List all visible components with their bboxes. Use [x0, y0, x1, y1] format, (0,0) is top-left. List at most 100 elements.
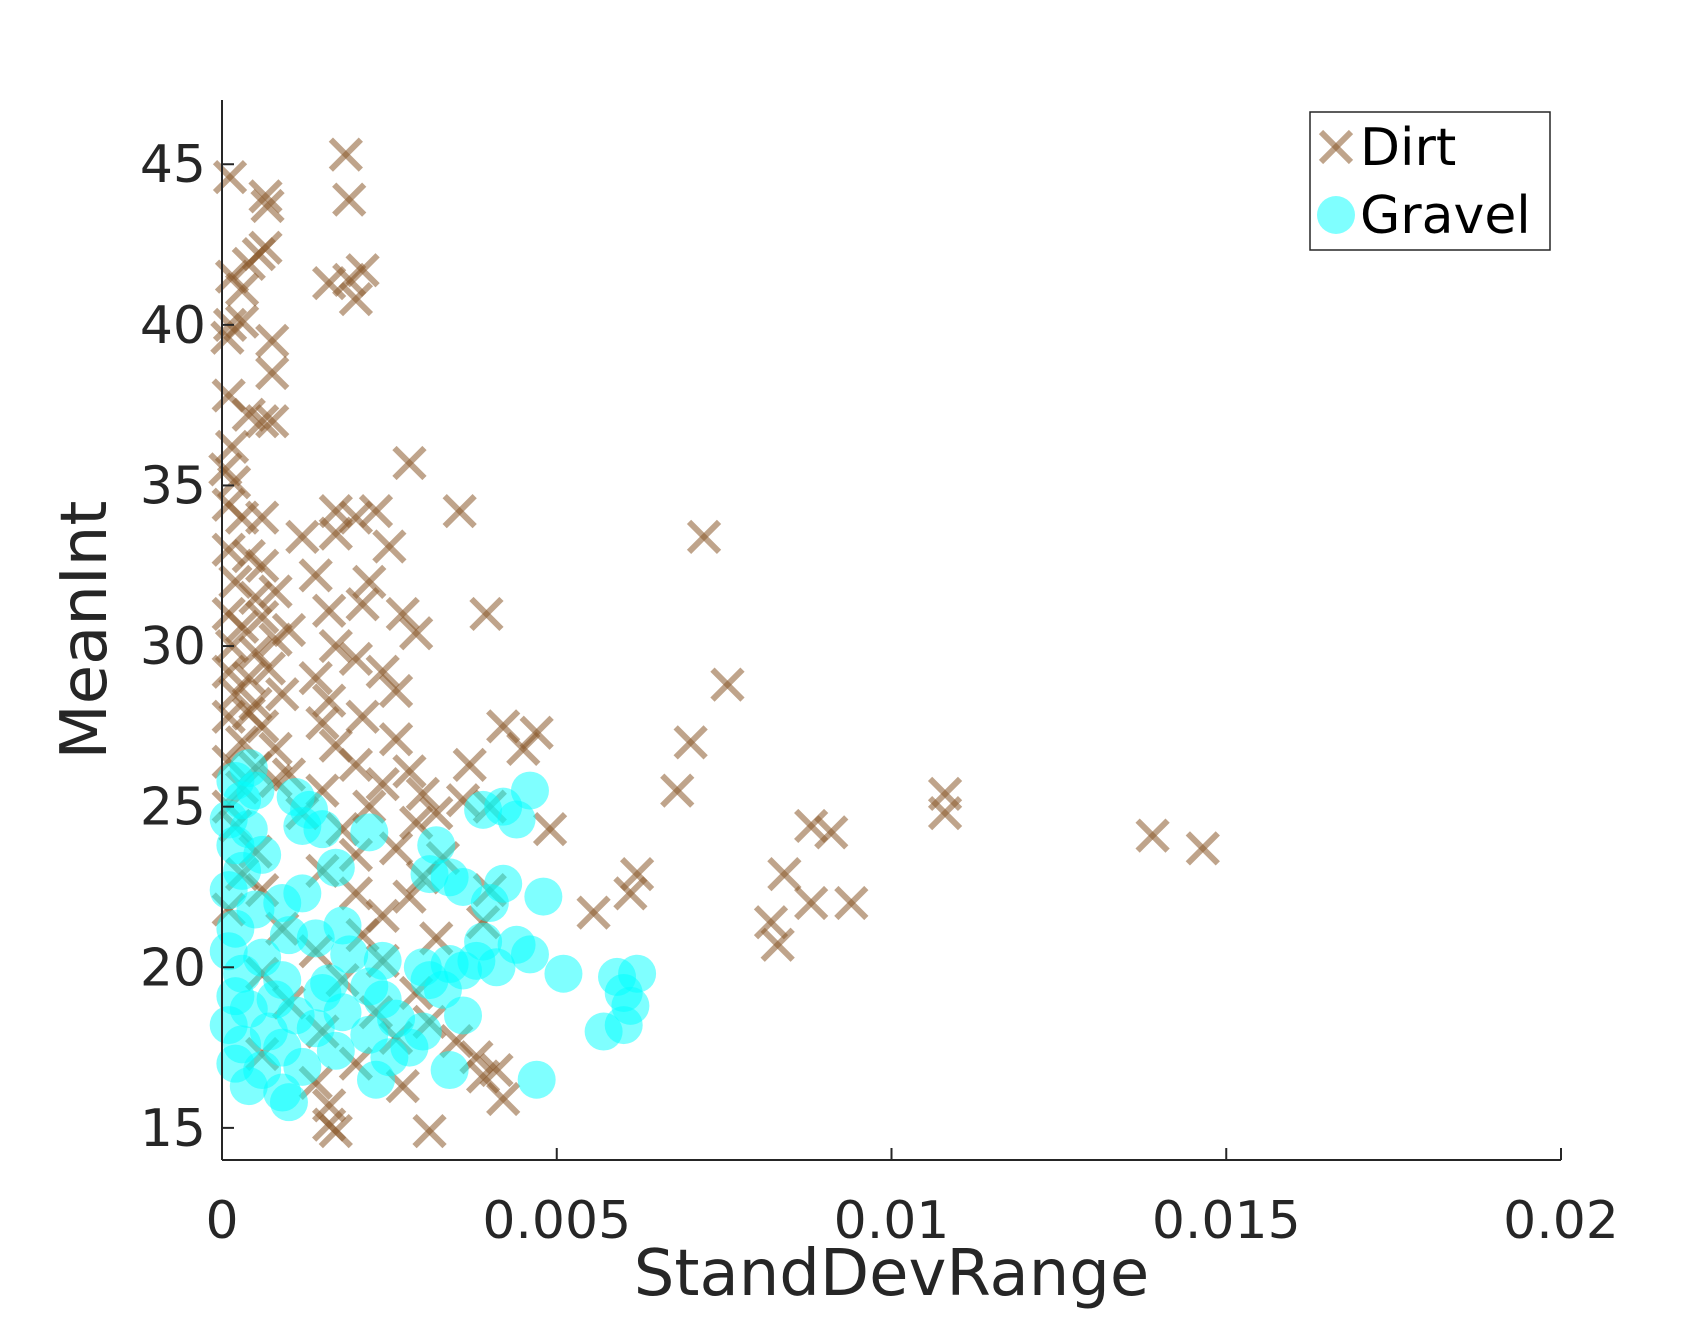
dirt-point [412, 1113, 447, 1149]
gravel-point [229, 1067, 268, 1106]
dirt-point [405, 776, 440, 811]
dirt-point [285, 519, 320, 554]
dirt-point [248, 179, 283, 214]
gravel-point [283, 1047, 322, 1086]
dirt-point [767, 856, 802, 892]
dirt-point [486, 1081, 521, 1117]
gravel-point [544, 954, 583, 993]
x-tick-label: 0.01 [834, 1191, 950, 1251]
dirt-point [212, 159, 248, 195]
dirt-point [452, 747, 487, 783]
x-tick-label: 0.015 [1152, 1191, 1301, 1251]
dirt-point [1135, 818, 1170, 853]
dirt-point [673, 725, 708, 760]
dirt-point [479, 1052, 514, 1088]
dirt-point [305, 706, 340, 741]
y-tick-label: 30 [140, 617, 206, 677]
data-layer [208, 137, 1220, 1149]
y-tick-label: 15 [140, 1099, 206, 1159]
gravel-point [470, 884, 509, 923]
dirt-point [245, 600, 280, 635]
dirt-point [332, 182, 367, 217]
dirt-point [224, 609, 260, 644]
dirt-point [419, 795, 454, 831]
dirt-point [238, 580, 273, 616]
dirt-point [338, 641, 374, 677]
y-tick-label: 20 [140, 938, 206, 998]
dirt-point [258, 574, 293, 609]
dirt-point [255, 355, 290, 391]
x-ticks: 0 0.005 0.01 0.015 0.02 [205, 1148, 1619, 1251]
dirt-point [506, 731, 541, 766]
dirt-point [378, 722, 414, 757]
dirt-point [619, 856, 655, 892]
dirt-point [814, 815, 849, 850]
dirt-point [298, 558, 333, 593]
dirt-point [231, 397, 266, 432]
gravel-point [350, 813, 389, 852]
dirt-point [753, 905, 789, 940]
dirt-point [298, 661, 333, 696]
dirt-point [469, 596, 504, 632]
x-tick-label: 0.005 [482, 1191, 631, 1251]
dirt-point [927, 795, 963, 831]
dirt-point [399, 616, 434, 651]
dirt-point [345, 587, 380, 622]
gravel-point [417, 826, 456, 865]
gravel-point [356, 1060, 395, 1099]
dirt-point [210, 320, 245, 355]
gravel-point [510, 935, 549, 974]
gravel-point [430, 1051, 469, 1090]
gravel-point [497, 800, 536, 839]
gravel-point [316, 1031, 355, 1070]
dirt-point [311, 593, 347, 628]
gravel-point [517, 1060, 556, 1099]
y-tick-label: 35 [140, 456, 206, 516]
dirt-point [1185, 831, 1220, 866]
gravel-point [269, 1083, 308, 1122]
x-tick-label: 0.02 [1503, 1191, 1619, 1251]
dirt-point [318, 628, 353, 664]
dirt-point [328, 137, 363, 172]
gravel-point [283, 874, 322, 913]
gravel-point [316, 848, 355, 887]
dirt-point [794, 808, 829, 844]
dirt-point [352, 564, 387, 599]
y-ticks: 15 20 25 30 35 40 45 [140, 135, 234, 1159]
y-axis-title: MeanInt [48, 501, 122, 760]
gravel-point [330, 935, 369, 974]
dirt-point [385, 596, 420, 632]
gravel-point [390, 1028, 429, 1067]
dirt-point [372, 529, 407, 564]
dirt-point [318, 516, 353, 551]
dirt-point [442, 494, 477, 529]
legend-label-gravel: Gravel [1360, 186, 1531, 246]
x-tick-label: 0 [205, 1191, 238, 1251]
gravel-point [303, 810, 342, 849]
dirt-point [392, 445, 427, 481]
y-tick-label: 25 [140, 778, 206, 838]
dirt-point [224, 272, 260, 307]
legend-marker-gravel [1317, 196, 1355, 234]
dirt-point [710, 667, 745, 702]
dirt-point [258, 622, 293, 657]
y-tick-label: 40 [140, 296, 206, 356]
legend-label-dirt: Dirt [1360, 118, 1456, 178]
gravel-point [209, 871, 248, 910]
dirt-point [338, 747, 374, 783]
series-gravel [209, 749, 657, 1122]
gravel-point [423, 970, 462, 1009]
dirt-point [245, 548, 280, 583]
dirt-point [834, 885, 869, 921]
dirt-point [250, 188, 285, 224]
dirt-point [318, 1113, 353, 1149]
dirt-point [265, 677, 300, 712]
x-axis-title: StandDevRange [634, 1237, 1150, 1311]
gravel-point [604, 1006, 643, 1045]
dirt-point [613, 876, 648, 911]
legend: Dirt Gravel [1309, 111, 1551, 251]
dirt-point [345, 253, 380, 288]
dirt-point [358, 494, 394, 529]
dirt-point [345, 699, 380, 734]
